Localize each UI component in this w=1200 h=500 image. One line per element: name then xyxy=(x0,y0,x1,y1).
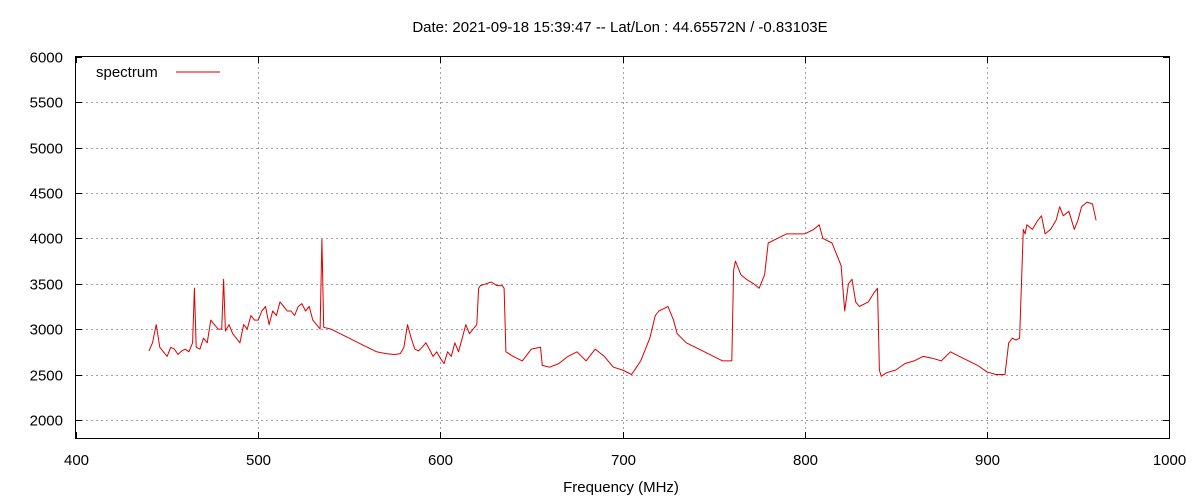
series-layer xyxy=(148,201,1097,377)
x-axis-label: Frequency (MHz) xyxy=(563,479,679,496)
y-tick-label: 6000 xyxy=(30,50,63,67)
grid-lines xyxy=(76,57,1169,438)
y-tick-label: 5000 xyxy=(30,141,63,158)
y-tick-label: 4000 xyxy=(30,231,63,248)
y-tick-label: 3000 xyxy=(30,322,63,339)
x-tick-label: 800 xyxy=(793,452,818,469)
chart-title: Date: 2021-09-18 15:39:47 -- Lat/Lon : 4… xyxy=(412,19,827,36)
x-tick-label: 600 xyxy=(428,452,453,469)
series-line-spectrum xyxy=(148,201,1097,377)
legend-label-spectrum: spectrum xyxy=(96,64,158,81)
y-tick-label: 5500 xyxy=(30,95,63,112)
y-tick-label: 2500 xyxy=(30,368,63,385)
y-axis-ticks: 2000 2500 3000 3500 4000 4500 5000 5500 6000 xyxy=(30,50,1169,430)
x-tick-label: 700 xyxy=(611,452,636,469)
x-axis-ticks: 400 500 600 700 800 900 1000 xyxy=(64,57,1186,469)
y-tick-label: 4500 xyxy=(30,186,63,203)
x-tick-label: 500 xyxy=(246,452,271,469)
x-tick-label: 1000 xyxy=(1153,452,1186,469)
x-tick-label: 400 xyxy=(64,452,89,469)
x-tick-label: 900 xyxy=(975,452,1000,469)
legend: spectrum xyxy=(96,64,220,81)
y-tick-label: 3500 xyxy=(30,277,63,294)
y-tick-label: 2000 xyxy=(30,413,63,430)
plot-frame xyxy=(75,56,1170,439)
